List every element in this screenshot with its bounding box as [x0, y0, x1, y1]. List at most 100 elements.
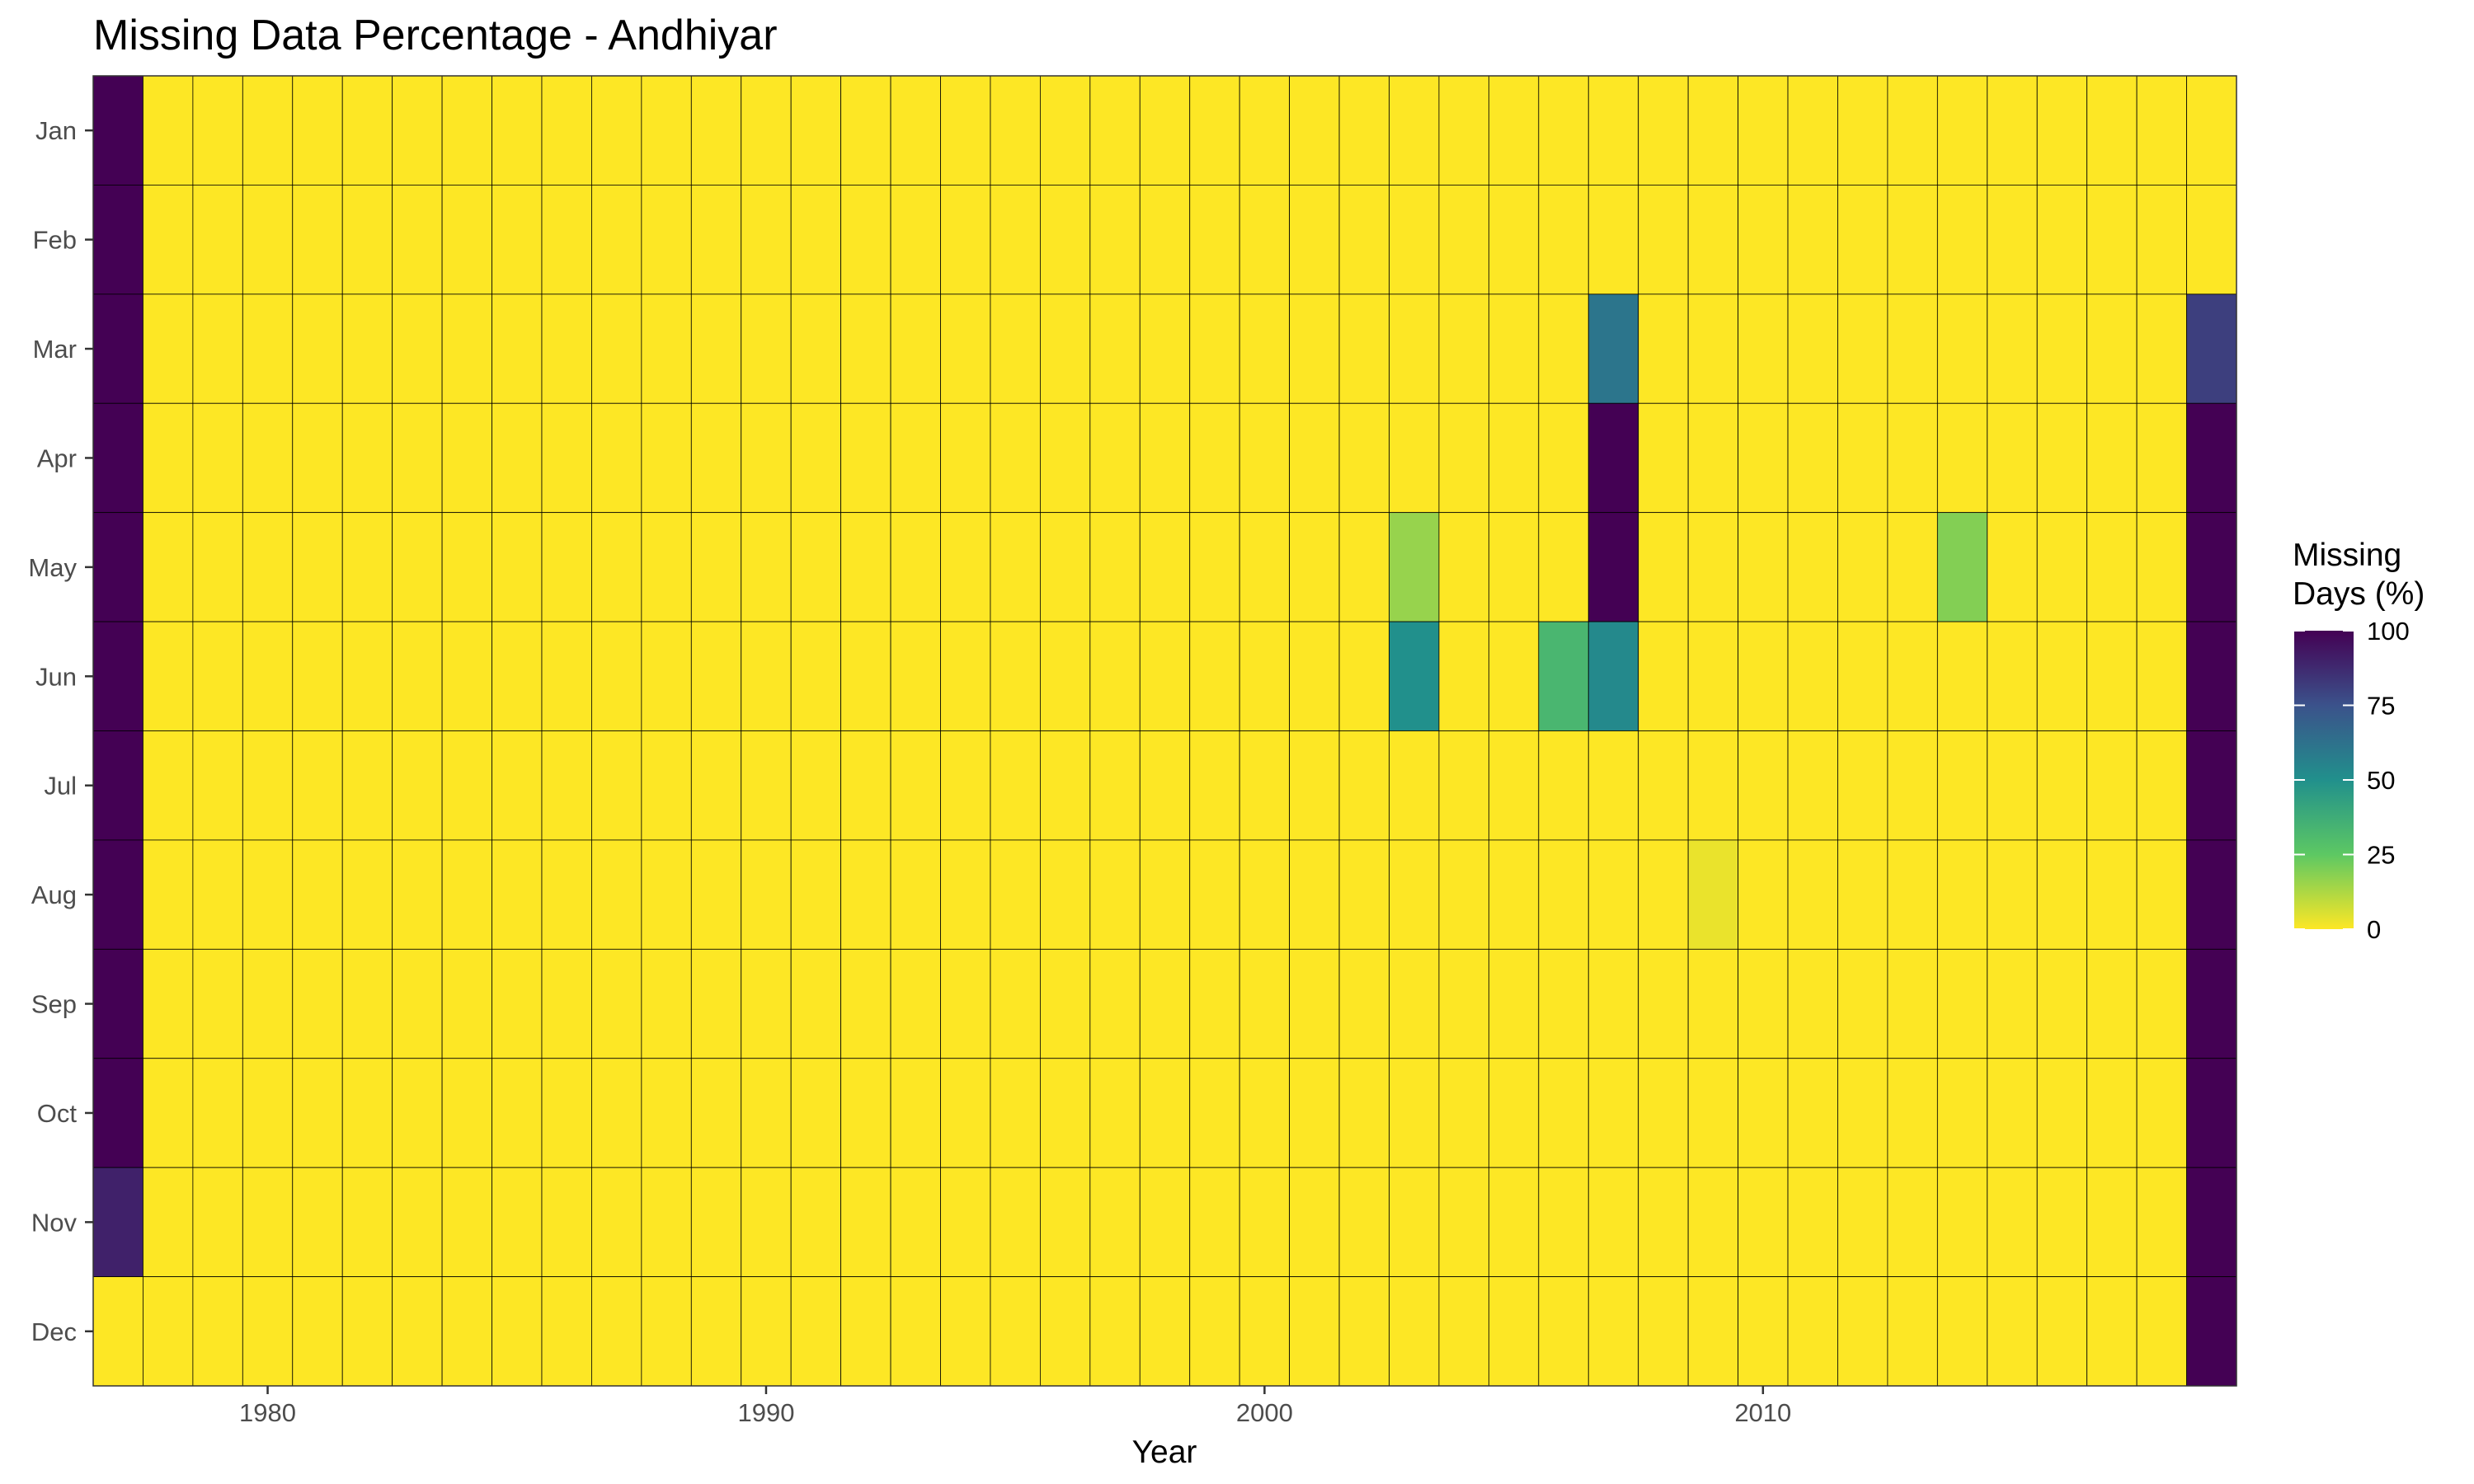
heatmap-cell: [492, 1167, 543, 1277]
heatmap-cell: [1538, 730, 1589, 841]
heatmap-cell: [1687, 512, 1738, 622]
heatmap-cell: [1089, 75, 1141, 186]
heatmap-cell: [1389, 402, 1440, 514]
heatmap-cell: [1936, 402, 1988, 514]
heatmap-cell: [1837, 1058, 1888, 1168]
heatmap-cell: [1787, 294, 1838, 404]
heatmap-cell: [143, 185, 194, 295]
heatmap-cell: [1787, 512, 1838, 622]
heatmap-cell: [292, 1058, 343, 1168]
heatmap-cell: [890, 402, 941, 514]
heatmap-cell: [790, 75, 842, 186]
heatmap-cell: [441, 839, 492, 950]
heatmap-cell: [1488, 1058, 1540, 1168]
y-tick-label: Jun: [35, 662, 77, 691]
heatmap-cell: [1787, 839, 1838, 950]
heatmap-cell: [641, 1058, 692, 1168]
heatmap-cell: [2036, 402, 2088, 514]
heatmap-cell: [2136, 1058, 2187, 1168]
heatmap-cell: [990, 402, 1041, 514]
heatmap-cell: [1139, 730, 1191, 841]
heatmap-cell: [1139, 1167, 1191, 1277]
heatmap-cell: [690, 75, 742, 186]
heatmap-cell: [591, 948, 642, 1059]
heatmap-cell: [1787, 1276, 1838, 1387]
heatmap-cell: [990, 839, 1041, 950]
y-tick-label: Dec: [31, 1317, 77, 1346]
heatmap-cell: [840, 1167, 891, 1277]
heatmap-cell: [1438, 75, 1489, 186]
heatmap-cell: [1638, 294, 1689, 404]
heatmap-cell: [1039, 1276, 1091, 1387]
heatmap-cell: [940, 1167, 991, 1277]
heatmap-cell: [1587, 839, 1639, 950]
heatmap-cell: [341, 402, 393, 514]
heatmap-cell: [840, 621, 891, 731]
heatmap-cell: [441, 512, 492, 622]
heatmap-cell: [940, 730, 991, 841]
heatmap-cell: [192, 1058, 243, 1168]
heatmap-cell: [2136, 75, 2187, 186]
heatmap-cell: [1587, 402, 1639, 514]
heatmap-cell: [1438, 1058, 1489, 1168]
heatmap-cell: [1389, 1276, 1440, 1387]
heatmap-cell: [1787, 402, 1838, 514]
heatmap-cell: [2086, 621, 2138, 731]
heatmap-cell: [1289, 839, 1340, 950]
heatmap-cell: [940, 75, 991, 186]
heatmap-cell: [441, 621, 492, 731]
heatmap-cell: [1039, 512, 1091, 622]
heatmap-cell: [392, 294, 443, 404]
heatmap-cell: [441, 1167, 492, 1277]
heatmap-cell: [2086, 75, 2138, 186]
heatmap-cell: [690, 730, 742, 841]
heatmap-cell: [641, 839, 692, 950]
heatmap-cell: [2186, 512, 2237, 622]
heatmap-cells: [92, 75, 2237, 1387]
heatmap-cell: [341, 948, 393, 1059]
heatmap-cell: [143, 294, 194, 404]
heatmap-cell: [1887, 75, 1938, 186]
heatmap-cell: [492, 294, 543, 404]
heatmap-cell: [1587, 1058, 1639, 1168]
heatmap-cell: [690, 1276, 742, 1387]
heatmap-cell: [1936, 1276, 1988, 1387]
heatmap-cell: [292, 948, 343, 1059]
heatmap-cell: [1438, 185, 1489, 295]
heatmap-cell: [2036, 839, 2088, 950]
heatmap-cell: [690, 294, 742, 404]
heatmap-cell: [392, 75, 443, 186]
heatmap-cell: [1089, 839, 1141, 950]
heatmap-cell: [1538, 294, 1589, 404]
heatmap-cell: [1987, 402, 2038, 514]
heatmap-cell: [541, 185, 592, 295]
heatmap-cell: [1638, 1058, 1689, 1168]
heatmap-cell: [1289, 730, 1340, 841]
heatmap-cell: [242, 839, 294, 950]
heatmap-cell: [1239, 185, 1291, 295]
heatmap-cell: [1239, 402, 1291, 514]
heatmap-cell: [840, 294, 891, 404]
heatmap-cell: [2136, 1276, 2187, 1387]
heatmap-cell: [1687, 185, 1738, 295]
heatmap-cell: [1638, 839, 1689, 950]
y-tick-label: Nov: [31, 1208, 78, 1237]
heatmap-cell: [591, 294, 642, 404]
heatmap-cell: [541, 1276, 592, 1387]
heatmap-cell: [541, 75, 592, 186]
heatmap-cell: [790, 294, 842, 404]
heatmap-cell: [1587, 948, 1639, 1059]
heatmap-cell: [1389, 839, 1440, 950]
heatmap-cell: [1089, 948, 1141, 1059]
heatmap-cell: [690, 1058, 742, 1168]
colorbar-tick-label: 25: [2367, 841, 2395, 870]
heatmap-cell: [690, 948, 742, 1059]
heatmap-cell: [1438, 1167, 1489, 1277]
heatmap-cell: [690, 839, 742, 950]
heatmap-cell: [591, 621, 642, 731]
heatmap-cell: [392, 1167, 443, 1277]
heatmap-cell: [741, 185, 792, 295]
heatmap-cell: [1987, 512, 2038, 622]
heatmap-cell: [1289, 402, 1340, 514]
heatmap-cell: [1638, 512, 1689, 622]
